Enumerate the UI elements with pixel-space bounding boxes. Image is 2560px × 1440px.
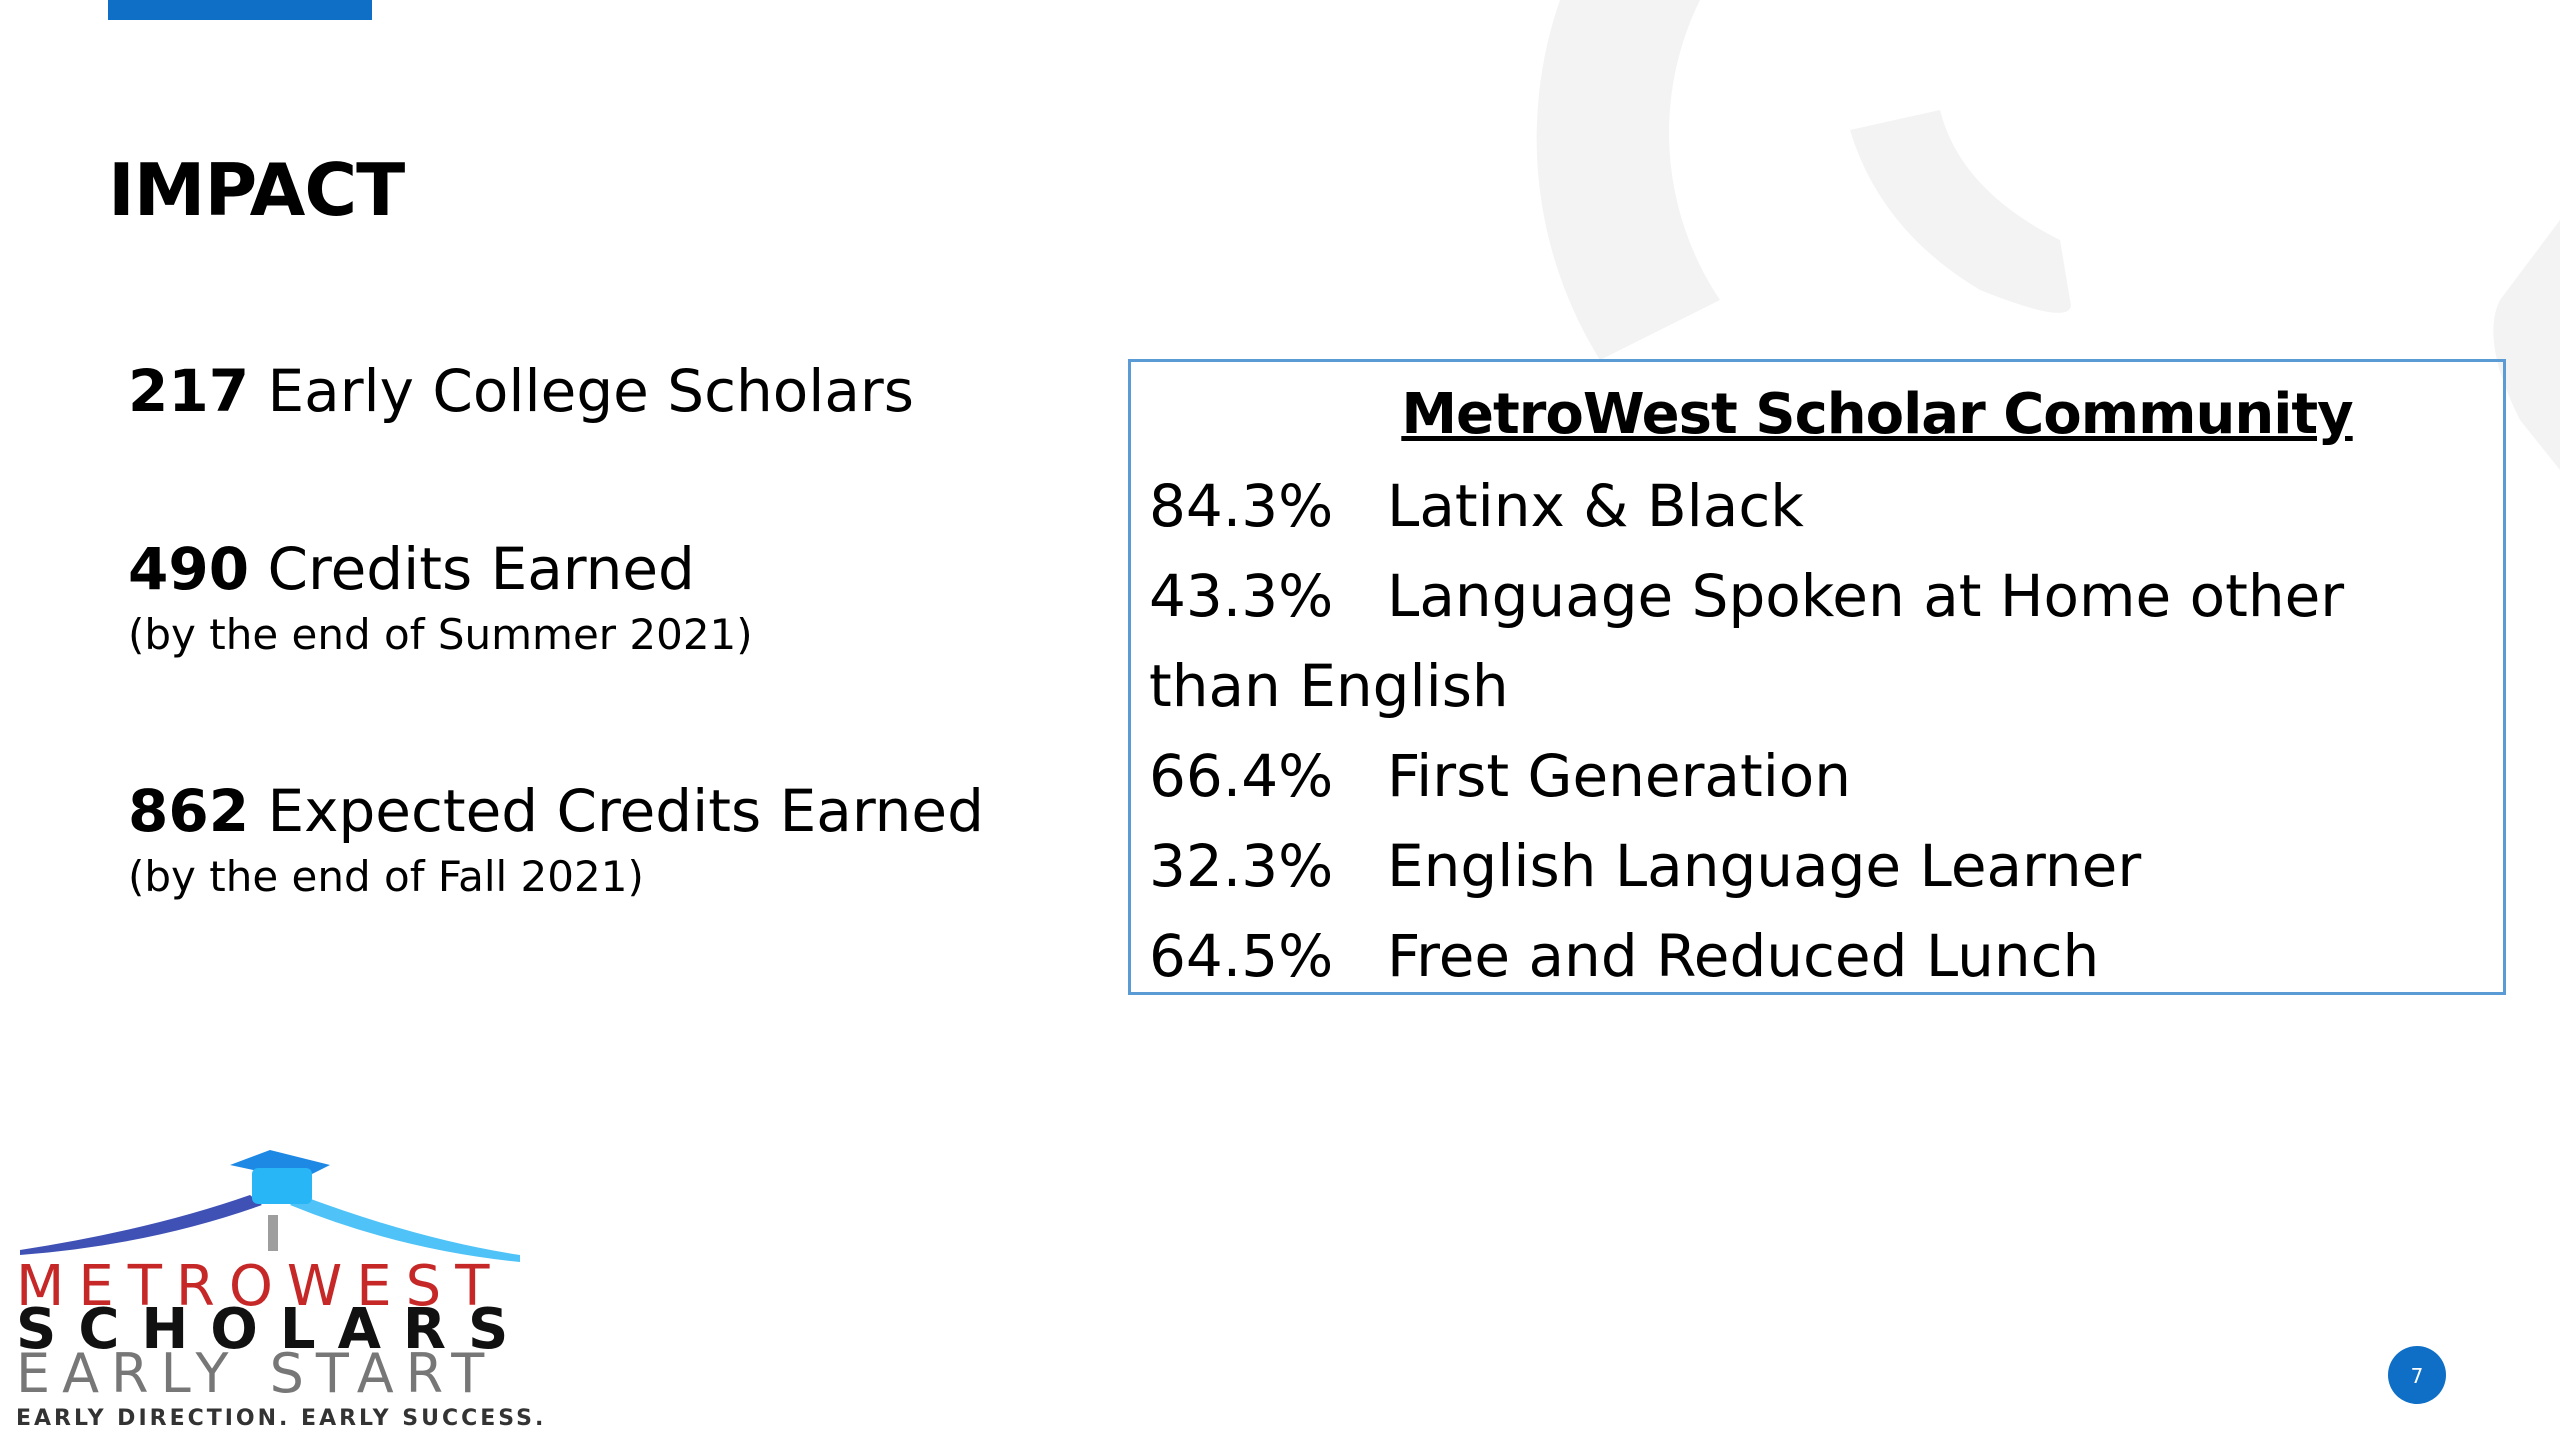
row-percent: 32.3% bbox=[1149, 832, 1334, 900]
community-row: 64.5% Free and Reduced Lunch bbox=[1149, 911, 2399, 1001]
logo-tagline: EARLY DIRECTION. EARLY SUCCESS. bbox=[16, 1406, 546, 1431]
row-label: First Generation bbox=[1387, 742, 1852, 810]
row-label: Language Spoken at Home other than Engli… bbox=[1149, 562, 2345, 720]
community-box: MetroWest Scholar Community 84.3% Latinx … bbox=[1128, 359, 2506, 995]
row-label: Latinx & Black bbox=[1387, 472, 1804, 540]
logo-graphic bbox=[20, 1150, 520, 1262]
stat-number: 217 bbox=[128, 357, 250, 425]
stat-label: Credits Earned bbox=[267, 535, 695, 603]
row-label: English Language Learner bbox=[1387, 832, 2142, 900]
stat: 490 Credits Earned (by the end of Summer … bbox=[128, 536, 753, 659]
page-badge bbox=[2388, 1346, 2446, 1404]
box-title: MetroWest Scholar Community bbox=[1401, 382, 2353, 447]
slide-title: IMPACT bbox=[108, 148, 405, 232]
row-label: Free and Reduced Lunch bbox=[1387, 922, 2100, 990]
row-percent: 66.4% bbox=[1149, 742, 1334, 810]
logo-text: EARLY START bbox=[16, 1342, 496, 1405]
page-number: 7 bbox=[2411, 1364, 2424, 1388]
stat-note: (by the end of Fall 2021) bbox=[128, 851, 644, 901]
stat: 217 Early College Scholars bbox=[128, 358, 914, 425]
community-row: 84.3% Latinx & Black bbox=[1149, 461, 2399, 551]
logo-text: SCHOLARS bbox=[16, 1297, 530, 1362]
row-percent: 43.3% bbox=[1149, 562, 1334, 630]
stat-label: Expected Credits Earned bbox=[267, 777, 984, 845]
row-percent: 84.3% bbox=[1149, 472, 1334, 540]
stat-number: 490 bbox=[128, 535, 250, 603]
community-row: 43.3% Language Spoken at Home other than … bbox=[1149, 551, 2399, 731]
row-list: 84.3% Latinx & Black 43.3% Language Spoken … bbox=[1149, 461, 2485, 1001]
bg-arc bbox=[2493, 220, 2560, 470]
stat-number: 862 bbox=[128, 777, 250, 845]
logo-text: METROWEST bbox=[16, 1254, 503, 1319]
stat-label: Early College Scholars bbox=[267, 357, 914, 425]
bg-arc bbox=[1850, 110, 2071, 313]
stat: 862 Expected Credits Earned (by the end o… bbox=[128, 778, 984, 901]
stat-note: (by the end of Summer 2021) bbox=[128, 609, 753, 659]
community-row: 32.3% English Language Learner bbox=[1149, 821, 2399, 911]
community-row: 66.4% First Generation bbox=[1149, 731, 2399, 821]
bg-arc bbox=[1536, 0, 1720, 360]
accent-bar bbox=[108, 0, 372, 20]
row-percent: 64.5% bbox=[1149, 922, 1334, 990]
